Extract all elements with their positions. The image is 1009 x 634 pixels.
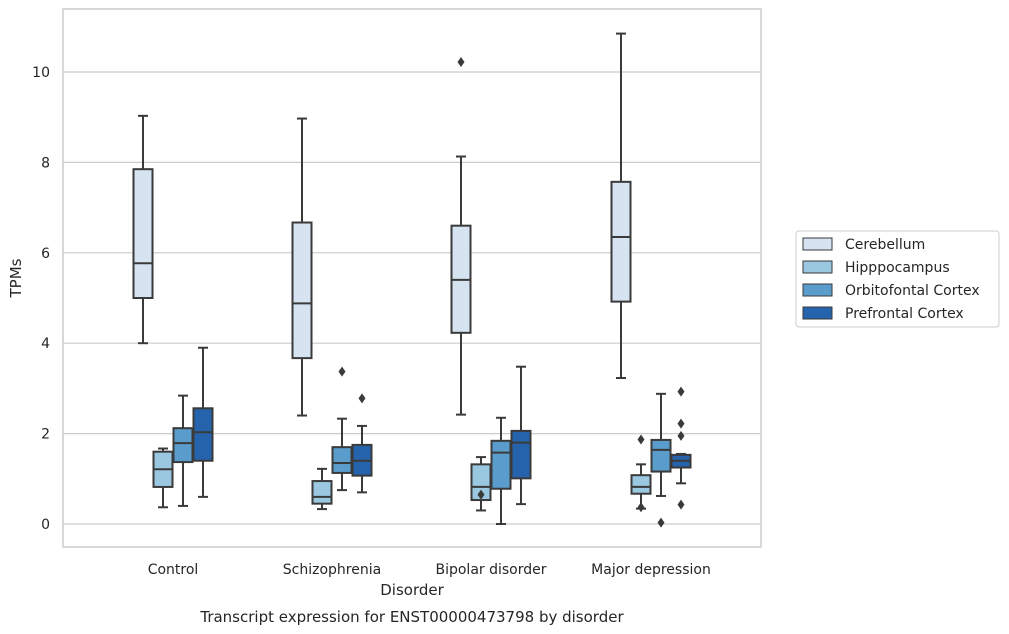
outlier-point: [358, 393, 366, 404]
outlier-point: [677, 386, 685, 397]
box: [510, 429, 532, 480]
box-group: [670, 386, 692, 510]
legend-swatch: [802, 283, 833, 297]
x-axis-label: Disorder: [380, 581, 444, 599]
legend-label: Cerebellum: [845, 237, 925, 253]
box-group: [291, 117, 313, 417]
legend-swatch: [802, 237, 833, 251]
box: [650, 438, 672, 473]
outlier-point: [657, 517, 665, 528]
legend-swatch: [802, 306, 833, 320]
box-layer: [132, 32, 692, 528]
box: [172, 427, 194, 464]
box-group: [610, 32, 632, 380]
box: [311, 480, 333, 505]
box: [630, 474, 652, 495]
box-group: [152, 447, 174, 509]
y-tick-label: 8: [41, 155, 50, 171]
box-group: [311, 467, 333, 511]
box-group: [510, 365, 532, 506]
box-group: [450, 57, 472, 416]
y-tick-labels: 0 2 4 6 8 10: [32, 65, 50, 533]
legend-label: Prefrontal Cortex: [845, 306, 964, 322]
box-group: [630, 434, 652, 513]
outlier-point: [457, 57, 465, 68]
y-tick-label: 0: [41, 517, 50, 533]
box-group: [351, 393, 373, 494]
outlier-point: [677, 418, 685, 429]
legend: Cerebellum Hipppocampus Orbitofontal Corte…: [795, 230, 1000, 328]
box: [192, 407, 214, 462]
outlier-point: [637, 502, 645, 513]
box: [610, 180, 632, 303]
outlier-point: [338, 366, 346, 377]
outlier-point: [677, 499, 685, 510]
box-group: [331, 366, 353, 492]
y-tick-label: 6: [41, 246, 50, 262]
chart-caption: Transcript expression for ENST0000047379…: [199, 608, 624, 626]
box-group: [132, 114, 154, 345]
box-group: [172, 394, 194, 507]
y-tick-label: 4: [41, 336, 50, 352]
x-tick-label: Control: [148, 562, 199, 578]
outlier-point: [477, 489, 485, 500]
legend-label: Hipppocampus: [845, 260, 950, 276]
box-group: [490, 416, 512, 525]
legend-label: Orbitofontal Cortex: [845, 283, 980, 299]
box-group: [192, 346, 214, 498]
plot-frame: [62, 8, 762, 548]
box: [331, 446, 353, 474]
box-group: [650, 392, 672, 528]
x-tick-label: Bipolar disorder: [435, 562, 546, 578]
legend-swatch: [802, 260, 833, 274]
legend-frame: [795, 230, 1000, 328]
y-axis-label: TPMs: [7, 258, 25, 298]
x-tick-labels: Control Schizophrenia Bipolar disorder Majo…: [148, 562, 711, 578]
outlier-point: [637, 434, 645, 445]
y-tick-label: 2: [41, 427, 50, 443]
box: [291, 221, 313, 360]
x-tick-label: Schizophrenia: [283, 562, 381, 578]
x-tick-label: Major depression: [591, 562, 711, 578]
y-tick-label: 10: [32, 65, 50, 81]
box: [490, 439, 512, 490]
outlier-point: [677, 430, 685, 441]
box: [132, 168, 154, 299]
